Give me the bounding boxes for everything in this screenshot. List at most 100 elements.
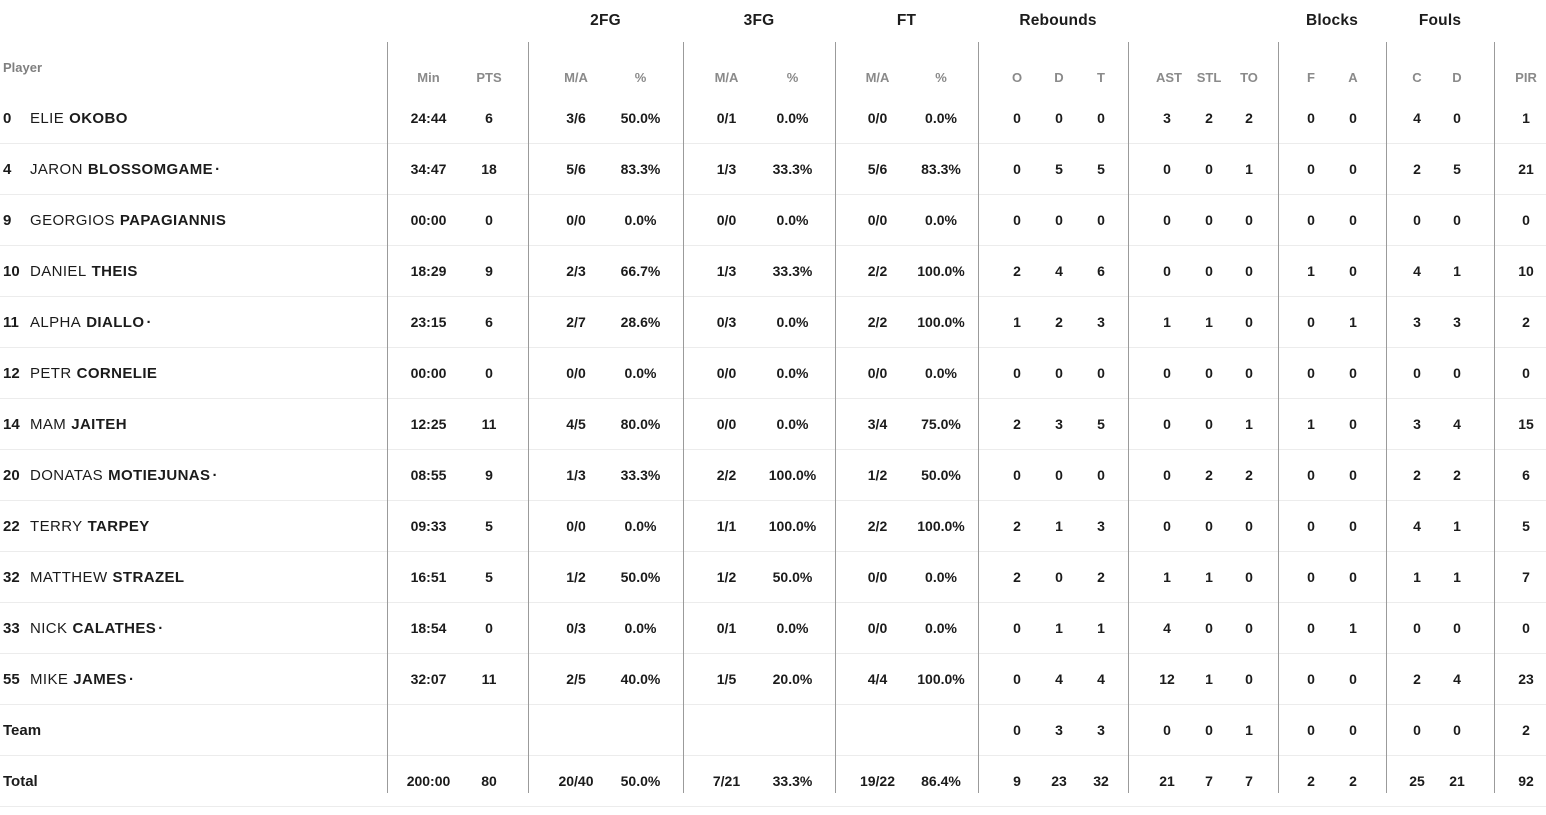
col-header-3fg-ma: M/A (714, 70, 739, 85)
stat-cell-foul_d: 0 (1453, 365, 1461, 381)
stat-cell-ast: 0 (1163, 263, 1171, 279)
stat-cell-fg2_ma: 1/3 (566, 467, 586, 483)
stat-cell-reb_o: 2 (1013, 416, 1021, 432)
stat-cell-fg3_pct: 0.0% (776, 212, 809, 228)
stat-cell-fg3_ma: 1/3 (716, 161, 737, 177)
column-divider (528, 42, 529, 793)
stat-cell-fg2_ma: 0/3 (566, 620, 586, 636)
stat-cell-ft_ma: 19/22 (859, 773, 896, 789)
stat-cell-reb_d: 1 (1055, 620, 1063, 636)
stat-cell-fg3_ma: 2/2 (716, 467, 737, 483)
stat-cell-ft_pct: 0.0% (925, 569, 957, 585)
col-header-min: Min (417, 70, 440, 85)
stat-cell-foul_d: 3 (1453, 314, 1461, 330)
stat-cell-reb_o: 0 (1013, 161, 1021, 177)
stat-cell-ft_ma: 5/6 (867, 161, 888, 177)
player-last-name: CALATHES (72, 619, 157, 637)
stat-cell-foul_d: 0 (1453, 722, 1461, 738)
stat-cell-blk_f: 0 (1307, 365, 1315, 381)
column-divider (1128, 42, 1129, 793)
jersey-number: 9 (3, 211, 12, 229)
stat-cell-blk_a: 2 (1349, 773, 1357, 789)
stat-cell-ft_pct: 100.0% (917, 671, 965, 687)
player-first-name: ALPHA (30, 313, 82, 331)
player-last-name: JAITEH (71, 415, 127, 433)
column-divider (835, 42, 836, 793)
col-header-ft-ma: M/A (865, 70, 890, 85)
starter-indicator: · (215, 160, 221, 178)
player-cell: 11 ALPHA DIALLO · (0, 314, 387, 331)
stat-cell-reb_o: 0 (1013, 671, 1021, 687)
stat-cell-fg3_pct: 0.0% (776, 620, 809, 636)
player-row: 10 DANIEL THEIS 18:29 9 2/3 66.7% 1/3 33.3% 2/2 10… (0, 246, 1546, 297)
stat-cell-fg2_ma: 0/0 (566, 365, 586, 381)
stat-cell-pir: 0 (1522, 365, 1530, 381)
stat-cell-ft_ma: 3/4 (867, 416, 888, 432)
table-body: 0 ELIE OKOBO 24:44 6 3/6 50.0% 0/1 0.0% 0/0 0.0% 0 0… (0, 93, 1546, 807)
col-header-ast: AST (1156, 70, 1182, 85)
stat-cell-foul_c: 0 (1413, 212, 1421, 228)
stat-cell-stl: 1 (1205, 671, 1213, 687)
stat-cell-min: 08:55 (410, 467, 447, 483)
stat-cell-min: 12:25 (410, 416, 447, 432)
stat-cell-ft_pct: 83.3% (921, 161, 961, 177)
jersey-number: 12 (3, 364, 20, 382)
stat-cell-pir: 21 (1518, 161, 1534, 177)
stat-cell-fg2_pct: 0.0% (624, 518, 657, 534)
jersey-number: 32 (3, 568, 20, 586)
stat-cell-foul_c: 0 (1413, 620, 1421, 636)
column-divider (978, 42, 979, 793)
stat-cell-to: 0 (1245, 671, 1253, 687)
stat-cell-min: 24:44 (410, 110, 447, 126)
stat-cell-reb_d: 3 (1055, 416, 1063, 432)
stat-cell-ast: 3 (1163, 110, 1171, 126)
stat-cell-foul_d: 21 (1449, 773, 1465, 789)
player-column-header: Player (3, 60, 43, 75)
stat-cell-fg2_ma: 2/3 (566, 263, 586, 279)
stat-cell-stl: 0 (1205, 722, 1213, 738)
stat-cell-reb_d: 0 (1055, 467, 1063, 483)
stat-cell-reb_o: 0 (1013, 620, 1021, 636)
stat-cell-blk_a: 0 (1349, 467, 1357, 483)
player-last-name: JAMES (73, 670, 127, 688)
stat-cell-blk_a: 0 (1349, 161, 1357, 177)
stat-cell-fg3_pct: 33.3% (772, 773, 813, 789)
col-header-pir: PIR (1515, 70, 1537, 85)
player-last-name: CORNELIE (76, 364, 158, 382)
stat-cell-reb_d: 0 (1055, 110, 1063, 126)
stat-cell-blk_a: 0 (1349, 722, 1357, 738)
stat-cell-min: 18:54 (410, 620, 447, 636)
stat-cell-blk_f: 0 (1307, 161, 1315, 177)
player-first-name: TERRY (30, 517, 83, 535)
stat-cell-fg2_pct: 40.0% (620, 671, 661, 687)
stat-cell-to: 0 (1245, 212, 1253, 228)
player-last-name: MOTIEJUNAS (108, 466, 211, 484)
stat-cell-ast: 12 (1159, 671, 1175, 687)
stat-cell-min: 34:47 (410, 161, 447, 177)
stat-cell-fg3_pct: 100.0% (768, 518, 817, 534)
stat-cell-fg3_ma: 1/1 (716, 518, 737, 534)
stat-cell-fg3_ma: 1/2 (716, 569, 737, 585)
stat-cell-fg2_pct: 33.3% (620, 467, 661, 483)
stat-cell-reb_t: 0 (1097, 365, 1105, 381)
stat-cell-blk_f: 0 (1307, 620, 1315, 636)
stat-cell-blk_f: 0 (1307, 671, 1315, 687)
stat-cell-stl: 0 (1205, 161, 1213, 177)
stat-cell-foul_d: 1 (1453, 569, 1461, 585)
stat-cell-blk_a: 0 (1349, 569, 1357, 585)
stat-cell-pir: 0 (1522, 620, 1530, 636)
column-divider (1386, 42, 1387, 793)
stat-cell-reb_t: 0 (1097, 212, 1105, 228)
stat-cell-reb_t: 3 (1097, 518, 1105, 534)
stat-cell-foul_d: 4 (1453, 416, 1461, 432)
stat-cell-fg2_ma: 5/6 (566, 161, 586, 177)
stat-cell-fg2_ma: 20/40 (558, 773, 594, 789)
stat-cell-foul_c: 4 (1413, 518, 1421, 534)
stat-cell-reb_d: 0 (1055, 569, 1063, 585)
stat-cell-foul_c: 4 (1413, 110, 1421, 126)
stat-cell-blk_f: 1 (1307, 263, 1315, 279)
stat-cell-ft_pct: 100.0% (917, 314, 965, 330)
stat-cell-min: 09:33 (410, 518, 447, 534)
stat-cell-blk_f: 0 (1307, 518, 1315, 534)
stat-cell-stl: 0 (1205, 518, 1213, 534)
